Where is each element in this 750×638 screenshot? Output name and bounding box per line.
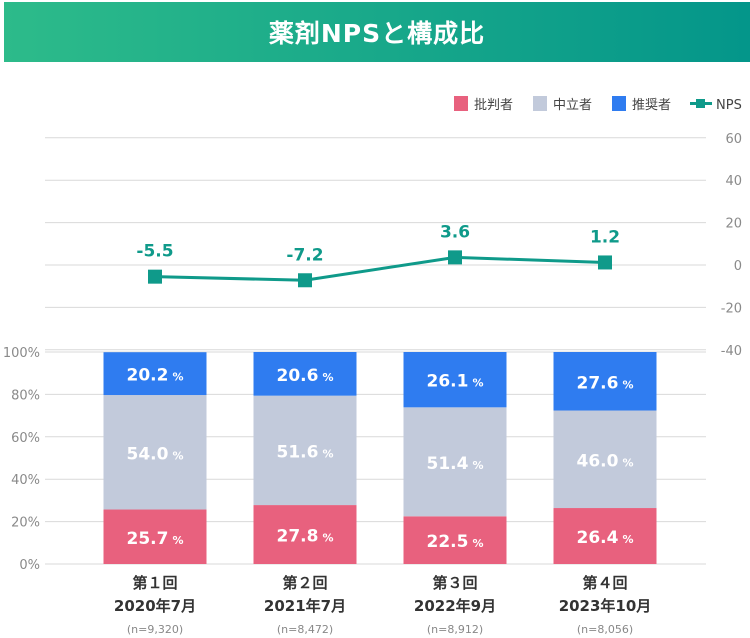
chart-title: 薬剤NPSと構成比: [268, 19, 486, 48]
nps-point: [298, 273, 312, 288]
bar-value-label: 26.1%: [427, 372, 484, 392]
right-axis-tick: -20: [721, 301, 742, 316]
nps-point: [448, 250, 462, 265]
chart-title-banner: 薬剤NPSと構成比: [4, 2, 750, 62]
legend-label: NPS: [716, 98, 742, 113]
bar-promoter: [553, 352, 657, 411]
bar-detractor: [403, 516, 507, 564]
left-axis-tick: 40%: [11, 473, 40, 488]
legend-swatch-promoter: [612, 96, 626, 111]
bar-promoter: [253, 352, 357, 396]
bar-value-label: 54.0%: [127, 444, 184, 464]
bar-passive: [553, 410, 657, 509]
legend-label: 批判者: [474, 98, 513, 113]
x-tick-n: (n=8,056): [577, 623, 633, 636]
bar-detractor: [553, 508, 657, 564]
x-tick-n: (n=8,912): [427, 623, 483, 636]
bar-value-label: 51.4%: [427, 454, 484, 474]
bar-value-label: 22.5%: [427, 532, 484, 552]
bar-value-label: 25.7%: [127, 529, 184, 549]
bar-passive: [403, 407, 507, 517]
left-axis-tick: 60%: [11, 431, 40, 446]
x-tick-n: (n=9,320): [127, 623, 183, 636]
bar-value-label: 46.0%: [577, 451, 634, 471]
right-axis-tick: 20: [725, 217, 742, 232]
bar-value-label: 51.6%: [277, 442, 334, 462]
bar-promoter: [403, 352, 507, 408]
bar-passive: [253, 395, 357, 506]
bar-value-label: 20.2%: [127, 366, 184, 386]
x-tick-n: (n=8,472): [277, 623, 333, 636]
legend-nps-marker: [696, 99, 705, 108]
nps-point: [148, 269, 162, 284]
nps-value-label: -5.5: [136, 242, 173, 262]
nps-point: [598, 255, 612, 270]
x-tick-round: 第４回: [582, 574, 627, 592]
legend-label: 中立者: [553, 98, 592, 113]
left-axis-tick: 100%: [3, 346, 40, 361]
bar-passive: [103, 395, 207, 510]
bar-promoter: [103, 352, 207, 396]
right-axis-tick: 0: [734, 259, 742, 274]
x-tick-round: 第１回: [132, 574, 177, 592]
x-tick-round: 第３回: [432, 574, 477, 592]
x-tick-date: 2023年10月: [559, 597, 652, 615]
x-tick-date: 2021年7月: [264, 597, 346, 615]
legend-swatch-passive: [533, 96, 547, 111]
bar-detractor: [253, 505, 357, 564]
x-tick-date: 2020年7月: [114, 597, 196, 615]
left-axis-tick: 80%: [11, 388, 40, 403]
right-axis-tick: 40: [725, 174, 742, 189]
left-axis-tick: 0%: [19, 558, 40, 573]
nps-value-label: -7.2: [286, 245, 323, 265]
right-axis-tick: 60: [725, 132, 742, 147]
left-axis-tick: 20%: [11, 516, 40, 531]
bar-value-label: 26.4%: [577, 528, 634, 548]
bar-value-label: 27.8%: [277, 527, 334, 547]
nps-value-label: 3.6: [440, 222, 470, 242]
legend-label: 推奨者: [632, 98, 671, 113]
bar-value-label: 27.6%: [577, 373, 634, 393]
bar-value-label: 20.6%: [277, 366, 334, 386]
bar-detractor: [103, 509, 207, 564]
legend-swatch-detractor: [454, 96, 468, 111]
nps-line: [154, 255, 606, 282]
right-axis-tick: -40: [721, 344, 742, 359]
x-tick-round: 第２回: [282, 574, 327, 592]
x-tick-date: 2022年9月: [414, 597, 496, 615]
nps-value-label: 1.2: [590, 227, 620, 247]
